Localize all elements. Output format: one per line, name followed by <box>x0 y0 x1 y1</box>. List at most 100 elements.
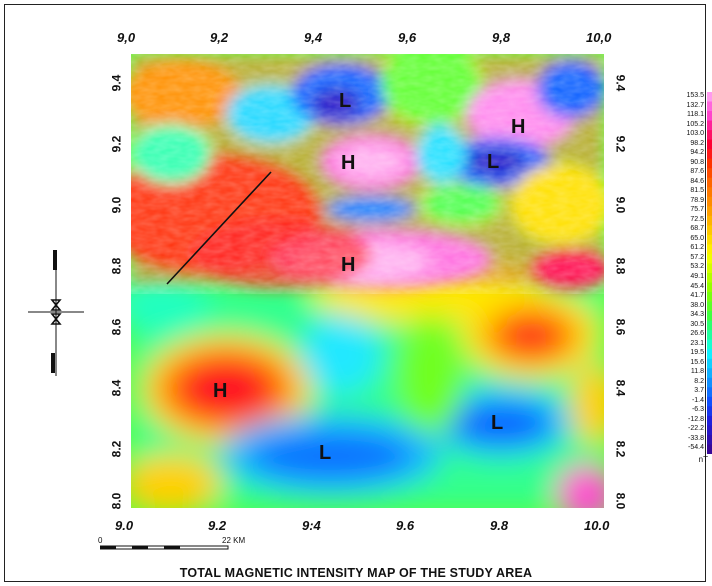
legend-value: -33.8 <box>688 434 704 442</box>
legend-swatch <box>707 349 712 360</box>
map-title: TOTAL MAGNETIC INTENSITY MAP OF THE STUD… <box>179 566 533 580</box>
legend-swatch <box>707 225 712 236</box>
legend-swatch <box>707 406 712 417</box>
legend-value: 98.2 <box>690 139 704 147</box>
legend-swatch <box>707 215 712 226</box>
high-anomaly-label: H <box>511 116 525 138</box>
legend-swatch <box>707 263 712 274</box>
legend-swatch <box>707 301 712 312</box>
legend-swatch <box>707 120 712 131</box>
legend-value: 34.3 <box>690 311 704 319</box>
y-tick-left: 8.6 <box>109 318 124 336</box>
y-tick-left: 8.8 <box>109 257 124 275</box>
legend-value: 53.2 <box>690 263 704 271</box>
legend-swatch <box>707 311 712 322</box>
x-tick-bottom: 9.6 <box>396 518 415 533</box>
legend-value: 65.0 <box>690 234 704 242</box>
legend-value: 49.1 <box>690 273 704 280</box>
y-tick-right: 8.2 <box>613 440 628 458</box>
legend-value: 132.7 <box>686 101 704 109</box>
legend-swatch <box>707 368 712 379</box>
legend-unit: nT <box>698 455 708 464</box>
legend-swatch <box>707 149 712 160</box>
north-arrow-icon <box>28 250 84 376</box>
low-anomaly-label: L <box>339 90 351 112</box>
legend-value: 11.8 <box>690 368 704 376</box>
x-tick-top: 9,6 <box>398 30 417 45</box>
legend-value: 61.2 <box>690 244 704 252</box>
legend-swatch <box>707 292 712 303</box>
legend-value: 23.1 <box>690 339 704 347</box>
legend-value: 8.2 <box>694 377 704 385</box>
scale-bar <box>100 545 229 550</box>
high-anomaly-label: H <box>213 380 227 402</box>
x-tick-top: 10,0 <box>586 30 612 45</box>
low-anomaly-label: L <box>491 412 503 434</box>
x-tick-bottom: 9:4 <box>302 518 321 533</box>
legend-swatch <box>707 139 712 150</box>
legend-value: -22.2 <box>688 425 704 433</box>
legend-value: 90.8 <box>690 158 704 166</box>
x-tick-bottom: 9.2 <box>208 518 227 533</box>
y-tick-left: 9.2 <box>109 135 124 153</box>
y-tick-left: 9.4 <box>109 74 124 92</box>
y-tick-right: 8.6 <box>613 318 628 336</box>
legend-value: 78.9 <box>690 196 704 204</box>
legend-value: 38.0 <box>690 301 704 309</box>
legend-value: 19.5 <box>690 349 704 357</box>
map-frame <box>4 4 706 582</box>
legend-swatch <box>707 253 712 264</box>
y-tick-right: 8.0 <box>613 492 628 510</box>
legend-swatch <box>707 434 712 445</box>
legend-value: -1.4 <box>691 396 704 404</box>
x-tick-top: 9,0 <box>117 30 136 45</box>
legend-swatch <box>707 396 712 407</box>
y-tick-right: 8.8 <box>613 257 628 275</box>
scale-end-label: 22 KM <box>222 536 246 545</box>
legend-value: 87.6 <box>690 168 704 176</box>
legend-value: -54.4 <box>688 444 704 452</box>
legend-value: 105.2 <box>686 120 704 128</box>
y-tick-right: 8.4 <box>613 379 628 397</box>
y-tick-right: 9.0 <box>613 196 628 214</box>
x-tick-bottom: 10.0 <box>584 518 610 533</box>
high-anomaly-label: H <box>341 254 355 276</box>
legend-swatch <box>707 177 712 188</box>
legend-value: 153.5 <box>686 92 704 99</box>
y-tick-left: 8.2 <box>109 440 124 458</box>
legend-value: 103.0 <box>686 130 704 138</box>
x-tick-bottom: 9.0 <box>115 518 134 533</box>
low-anomaly-label: L <box>319 442 331 464</box>
legend-swatch <box>707 196 712 207</box>
legend-swatch <box>707 330 712 341</box>
legend-swatch <box>707 273 712 284</box>
legend-value: 118.1 <box>687 111 704 119</box>
y-tick-left: 9.0 <box>109 196 124 214</box>
legend-value: 3.7 <box>694 387 704 395</box>
x-tick-bottom: 9.8 <box>490 518 509 533</box>
low-anomaly-label: L <box>487 151 499 173</box>
legend-value: 94.2 <box>690 149 704 157</box>
legend-swatch <box>707 92 712 103</box>
legend-value: -12.8 <box>688 415 704 423</box>
legend-value: 30.5 <box>690 320 704 328</box>
legend-value: -6.3 <box>691 406 704 414</box>
legend-value: 84.6 <box>690 177 704 185</box>
legend-swatch <box>707 234 712 245</box>
legend-swatch <box>707 244 712 255</box>
x-tick-top: 9,8 <box>492 30 511 45</box>
legend-swatch <box>707 358 712 369</box>
legend-swatch <box>707 387 712 398</box>
y-tick-right: 9.2 <box>613 135 628 153</box>
x-tick-top: 9,2 <box>210 30 229 45</box>
legend-value: 75.7 <box>690 206 704 214</box>
legend-swatch <box>707 111 712 122</box>
legend-value: 72.5 <box>690 215 704 223</box>
legend-value: 57.2 <box>690 253 704 261</box>
legend-swatch <box>707 320 712 331</box>
y-tick-left: 8.0 <box>109 492 124 510</box>
legend-value: 26.6 <box>690 330 704 338</box>
color-legend-bar <box>707 92 712 454</box>
legend-swatch <box>707 187 712 198</box>
legend-value: 68.7 <box>690 225 704 233</box>
